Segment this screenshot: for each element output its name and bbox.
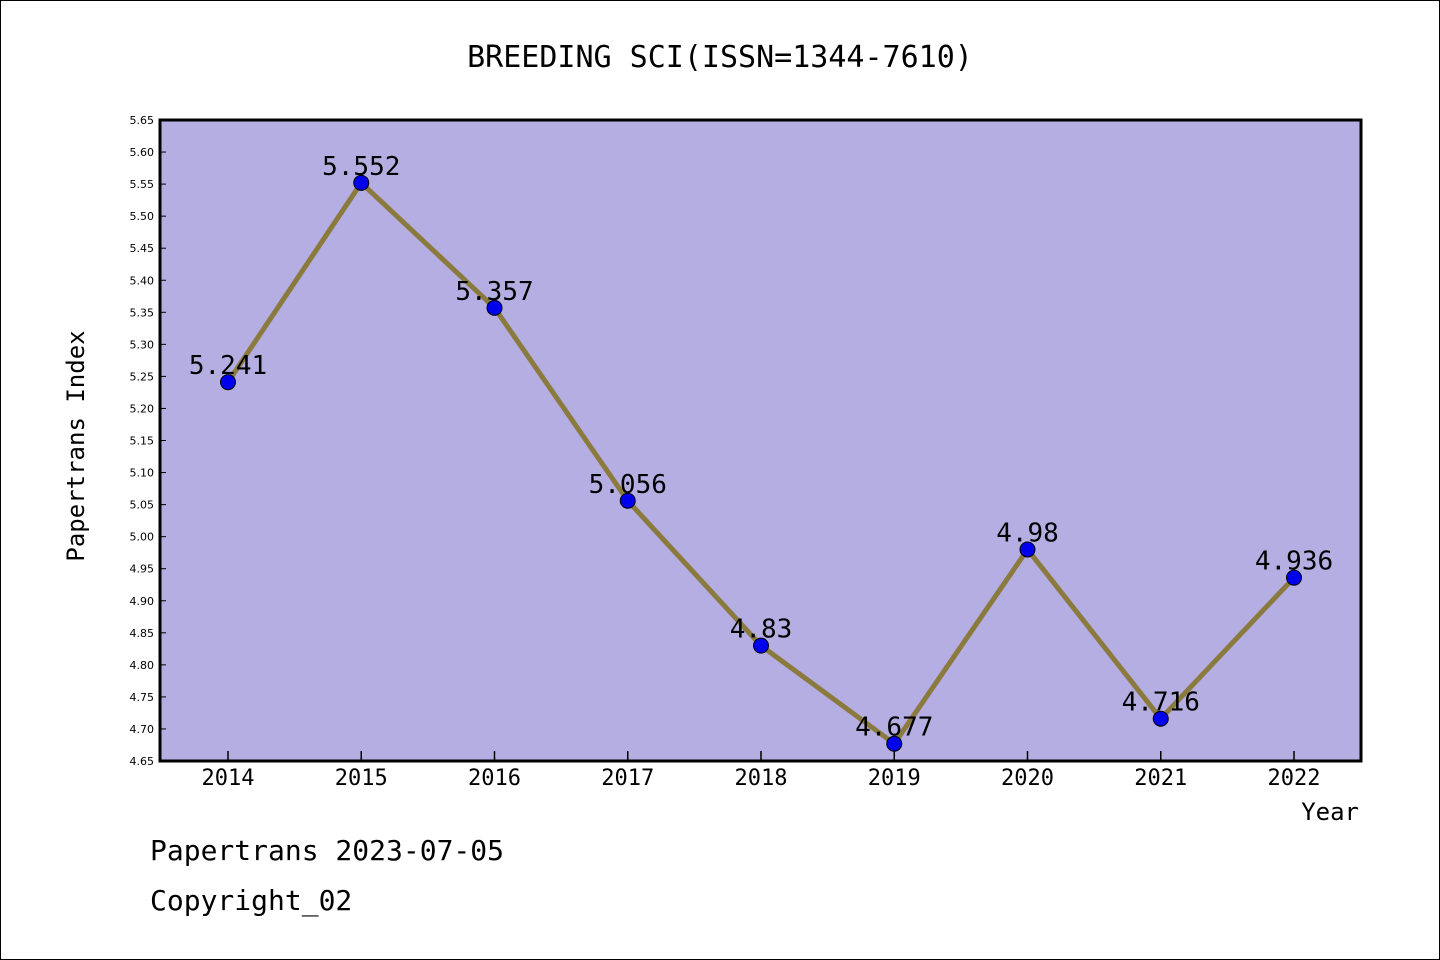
y-tick-label: 4.85 (130, 627, 155, 640)
x-tick-label: 2015 (335, 766, 388, 791)
data-point (1152, 710, 1169, 727)
y-tick-label: 5.35 (130, 306, 155, 319)
y-tick-label: 4.70 (130, 723, 155, 736)
y-tick-label: 4.95 (130, 563, 155, 576)
data-point (353, 174, 370, 191)
y-tick-label: 5.55 (130, 178, 155, 191)
x-tick-label: 2021 (1134, 766, 1187, 791)
y-tick-label: 5.00 (130, 531, 155, 544)
x-tick-label: 2014 (202, 766, 255, 791)
data-label: 4.936 (1255, 547, 1333, 577)
data-label: 4.677 (855, 713, 933, 743)
y-tick-label: 5.50 (130, 210, 155, 223)
x-tick-label: 2017 (601, 766, 654, 791)
data-point (886, 735, 903, 752)
data-label: 5.241 (189, 351, 267, 381)
y-tick-label: 5.10 (130, 467, 155, 480)
y-tick-label: 4.65 (130, 755, 155, 768)
y-tick-label: 4.90 (130, 595, 155, 608)
data-label: 4.716 (1122, 688, 1200, 718)
chart-title: BREEDING SCI(ISSN=1344-7610) (467, 40, 973, 75)
y-tick-label: 5.30 (130, 338, 155, 351)
data-points (220, 174, 1302, 752)
data-point (1019, 541, 1036, 558)
data-label: 5.552 (322, 152, 400, 182)
data-label: 5.357 (455, 277, 533, 307)
y-tick-label: 5.45 (130, 242, 155, 255)
y-tick-label: 4.80 (130, 659, 155, 672)
data-point (619, 492, 636, 509)
x-tick-label: 2022 (1268, 766, 1321, 791)
y-tick-label: 5.65 (130, 114, 155, 127)
x-axis-label: Year (1301, 798, 1359, 826)
y-tick-label: 5.20 (130, 402, 155, 415)
y-tick-label: 5.60 (130, 146, 155, 159)
data-labels: 5.241 5.552 5.357 5.056 4.83 4.677 4.98 4.716 4.… (189, 152, 1333, 743)
y-tick-label: 5.25 (130, 370, 155, 383)
y-axis-label: Papertrans Index (62, 330, 90, 561)
data-point (1286, 569, 1302, 586)
y-axis-ticks: 4.65 4.70 4.75 4.80 4.85 4.90 4.95 5.00 5.05 5.10… (130, 114, 166, 768)
x-axis-ticks: 2014 2015 2016 2017 2018 2019 2020 2021 2022 (202, 751, 1321, 791)
x-tick-label: 2018 (735, 766, 788, 791)
x-tick-label: 2016 (468, 766, 521, 791)
plot-area (158, 118, 1363, 763)
data-label: 5.056 (589, 470, 667, 500)
data-point (753, 637, 769, 654)
footer-date: Papertrans 2023-07-05 (150, 834, 505, 867)
footer-copyright: Copyright_02 (150, 884, 353, 917)
x-tick-label: 2019 (868, 766, 921, 791)
y-tick-label: 5.40 (130, 274, 155, 287)
y-tick-label: 5.05 (130, 499, 155, 512)
data-point (486, 299, 503, 316)
x-tick-label: 2020 (1001, 766, 1054, 791)
data-label: 4.98 (996, 518, 1059, 548)
data-point (220, 374, 236, 391)
y-tick-label: 5.15 (130, 435, 155, 448)
y-tick-label: 4.75 (130, 691, 155, 704)
data-label: 4.83 (730, 615, 793, 645)
